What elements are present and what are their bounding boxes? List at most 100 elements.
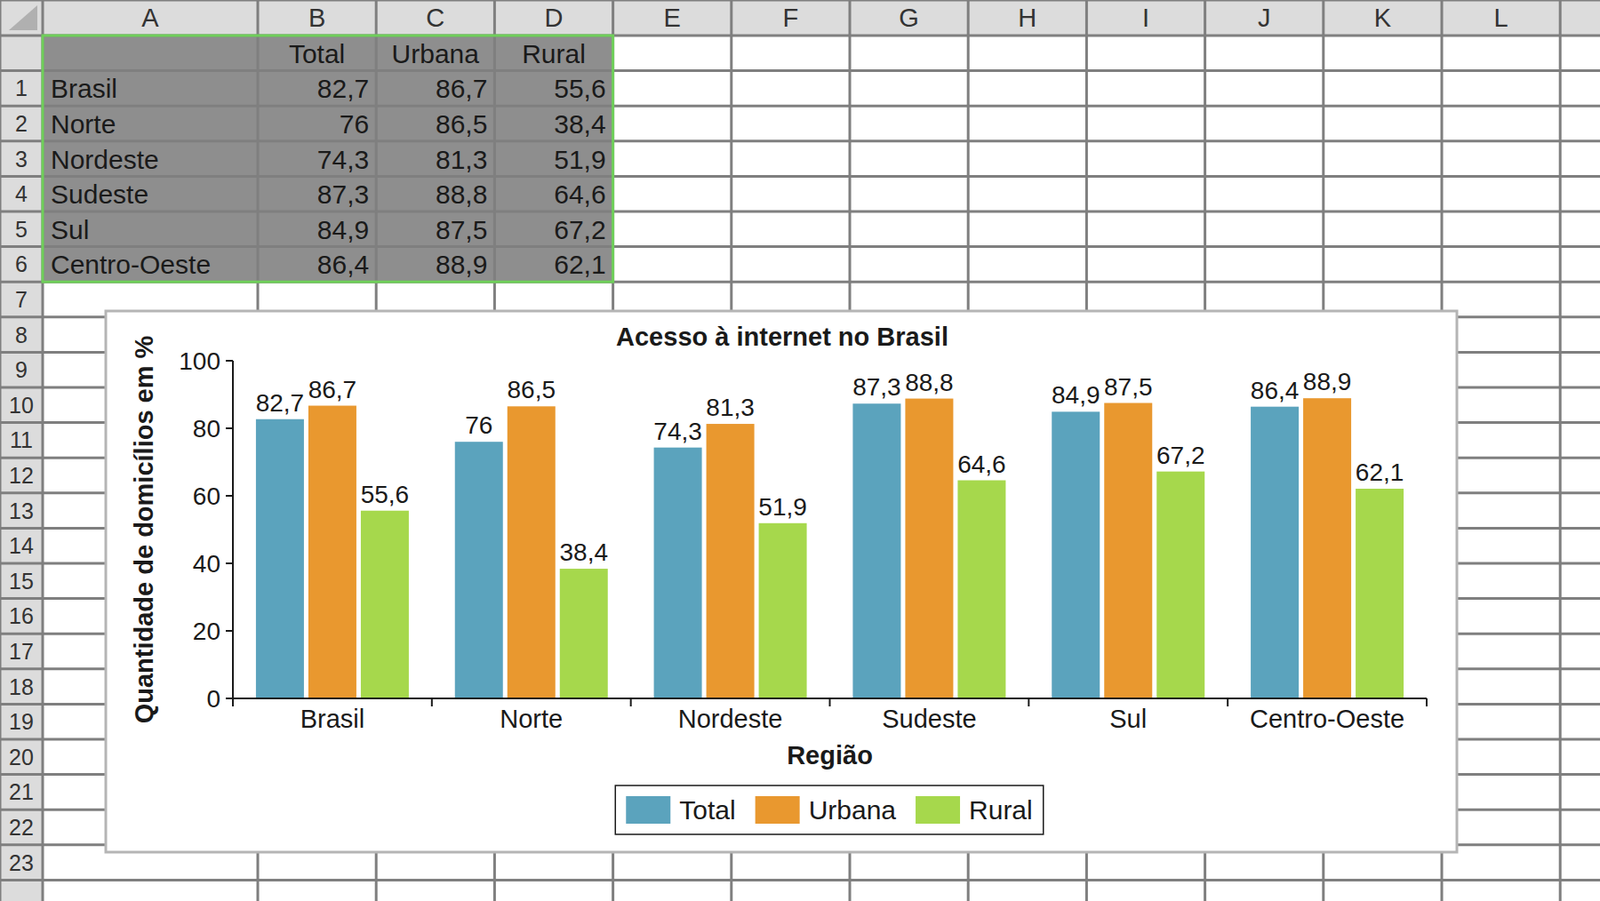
row-number: 13: [8, 498, 34, 524]
row-number: 15: [8, 568, 34, 594]
bar: [1250, 407, 1299, 699]
data-label: 87,5: [1104, 373, 1153, 401]
table-cell: 51,9: [553, 144, 606, 175]
column-letter: A: [141, 3, 160, 32]
bar: [256, 419, 304, 699]
row-number: 12: [8, 463, 34, 488]
table-cell: Centro-Oeste: [50, 249, 211, 280]
data-label: 88,8: [904, 368, 954, 397]
bar: [654, 448, 703, 699]
table-cell: 81,3: [435, 144, 488, 175]
bar: [1303, 398, 1352, 699]
table-cell: 88,9: [435, 249, 488, 280]
table-cell: 55,6: [553, 73, 606, 104]
row-line: [0, 69, 1600, 72]
x-tick-label: Nordeste: [678, 704, 784, 734]
row-number: 4: [15, 181, 28, 207]
column-letter: C: [425, 3, 445, 32]
column-header-bar: [0, 0, 1600, 36]
y-tick-label: 0: [206, 685, 221, 713]
row-number: 20: [8, 744, 34, 770]
row-number: 16: [8, 603, 34, 629]
bar: [360, 511, 409, 699]
legend: TotalUrbanaRural: [615, 785, 1043, 835]
data-label: 55,6: [360, 480, 410, 509]
bar: [1104, 403, 1152, 700]
data-label: 74,3: [653, 417, 703, 446]
column-letter: B: [308, 3, 326, 32]
y-tick-label: 80: [192, 415, 221, 443]
y-tick: [225, 630, 233, 632]
column-letter: H: [1017, 3, 1037, 32]
x-category-divider: [829, 698, 832, 707]
legend-label: Total: [679, 795, 736, 825]
spreadsheet: ABCDEFGHIJKL1234567891011121314151617181…: [0, 0, 1600, 901]
column-line: [1559, 0, 1562, 901]
cell-grid: [0, 0, 1600, 901]
column-letter: F: [783, 3, 800, 32]
row-number: 14: [8, 533, 34, 559]
bar: [1051, 411, 1100, 699]
axes: [225, 360, 1427, 707]
legend-swatch: [915, 796, 960, 824]
table-cell: 64,6: [553, 179, 606, 209]
data-label: 38,4: [560, 538, 609, 567]
data-label: 67,2: [1156, 441, 1206, 470]
y-tick: [225, 427, 233, 430]
table-cell: 86,4: [317, 249, 369, 280]
data-label: 86,4: [1250, 376, 1300, 405]
legend-swatch: [625, 796, 671, 824]
table-cell: Sudeste: [50, 179, 149, 209]
table-cell: 88,8: [435, 179, 488, 209]
x-tick-label: Sudeste: [881, 704, 976, 734]
table-cell: 82,7: [317, 73, 369, 104]
column-letter: L: [1494, 3, 1509, 32]
y-tick-label: 100: [178, 347, 221, 376]
bar: [1156, 472, 1205, 699]
x-category-divider: [1226, 698, 1229, 707]
table-cell: 87,3: [317, 179, 369, 209]
y-tick: [225, 697, 233, 700]
table-cell: Sul: [50, 215, 89, 245]
y-tick-label: 40: [192, 550, 221, 578]
table-cell: Norte: [50, 109, 116, 139]
x-category-divider: [630, 698, 632, 707]
row-number: 11: [9, 427, 33, 453]
y-axis-line: [232, 360, 234, 699]
bar: [852, 403, 901, 699]
row-number: 6: [15, 251, 28, 277]
column-line: [0, 0, 2, 901]
row-number: 1: [15, 75, 28, 101]
column-letter: I: [1142, 3, 1150, 32]
row-number: 7: [15, 287, 28, 312]
row-line: [0, 210, 1600, 214]
bar: [759, 523, 808, 699]
x-tick-label: Brasil: [300, 704, 366, 734]
data-label: 86,5: [507, 376, 557, 404]
row-number: 17: [8, 639, 34, 664]
table-cell: 84,9: [317, 215, 369, 245]
table-cell: 62,1: [553, 249, 606, 280]
row-number: 9: [15, 357, 28, 383]
y-axis-label: Quantidade de domicílios em %: [129, 335, 159, 724]
x-tick-label: Norte: [499, 704, 563, 734]
select-all-corner: [8, 5, 38, 31]
y-tick: [225, 562, 233, 565]
page: ABCDEFGHIJKL1234567891011121314151617181…: [0, 0, 1600, 901]
table-cell: 87,5: [435, 215, 488, 245]
row-line: [0, 104, 1600, 108]
y-tick: [225, 360, 233, 362]
bar: [455, 441, 504, 699]
table-selection: [42, 35, 614, 282]
chart-area: [105, 311, 1457, 853]
y-tick-label: 20: [192, 617, 221, 646]
data-label: 51,9: [758, 493, 808, 521]
data-label: 87,3: [852, 373, 902, 401]
row-number: 5: [15, 216, 28, 242]
table-fill: [42, 35, 614, 282]
legend-box: [615, 785, 1043, 835]
row-header-bar: [0, 0, 43, 901]
row-line: [0, 0, 1600, 2]
data-label: 84,9: [1051, 381, 1101, 409]
data-label: 82,7: [256, 389, 305, 417]
